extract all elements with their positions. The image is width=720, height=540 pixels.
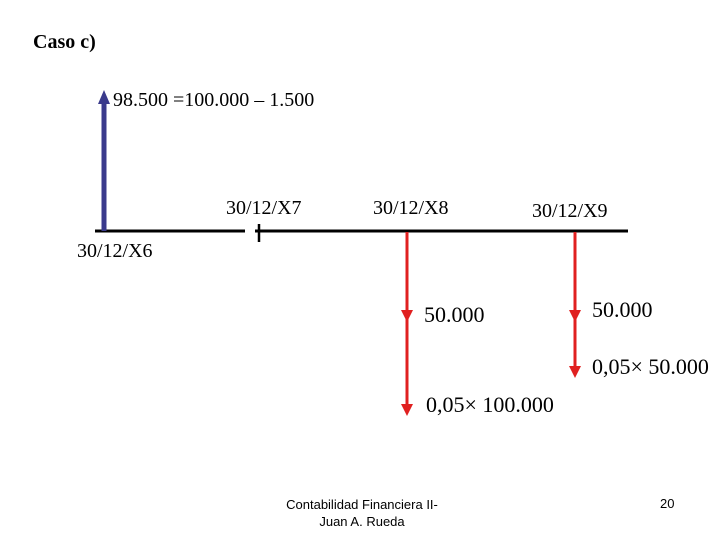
date-label-x8: 30/12/X8 [373,197,449,219]
outflow-arrowhead-x8-principal [401,310,413,322]
footer-course: Contabilidad Financiera II- [286,497,438,512]
slide-title: Caso c) [33,31,96,53]
outflow-arrowhead-x9-principal [569,310,581,322]
date-label-x6: 30/12/X6 [77,240,153,262]
flow-x9-principal: 50.000 [592,297,653,322]
present-value-equation: 98.500 =100.000 – 1.500 [113,89,315,111]
page-number: 20 [660,496,675,511]
outflow-arrowhead-x9-interest [569,366,581,378]
outflow-arrowhead-x8-interest [401,404,413,416]
slide-footer: Contabilidad Financiera II- Juan A. Rued… [262,496,462,530]
flow-x8-principal: 50.000 [424,302,485,327]
date-label-x7: 30/12/X7 [226,197,302,219]
inflow-arrowhead [98,90,110,104]
flow-x9-interest: 0,05× 50.000 [592,354,709,379]
flow-x8-interest: 0,05× 100.000 [426,392,554,417]
date-label-x9: 30/12/X9 [532,200,608,222]
footer-author: Juan A. Rueda [319,514,405,529]
